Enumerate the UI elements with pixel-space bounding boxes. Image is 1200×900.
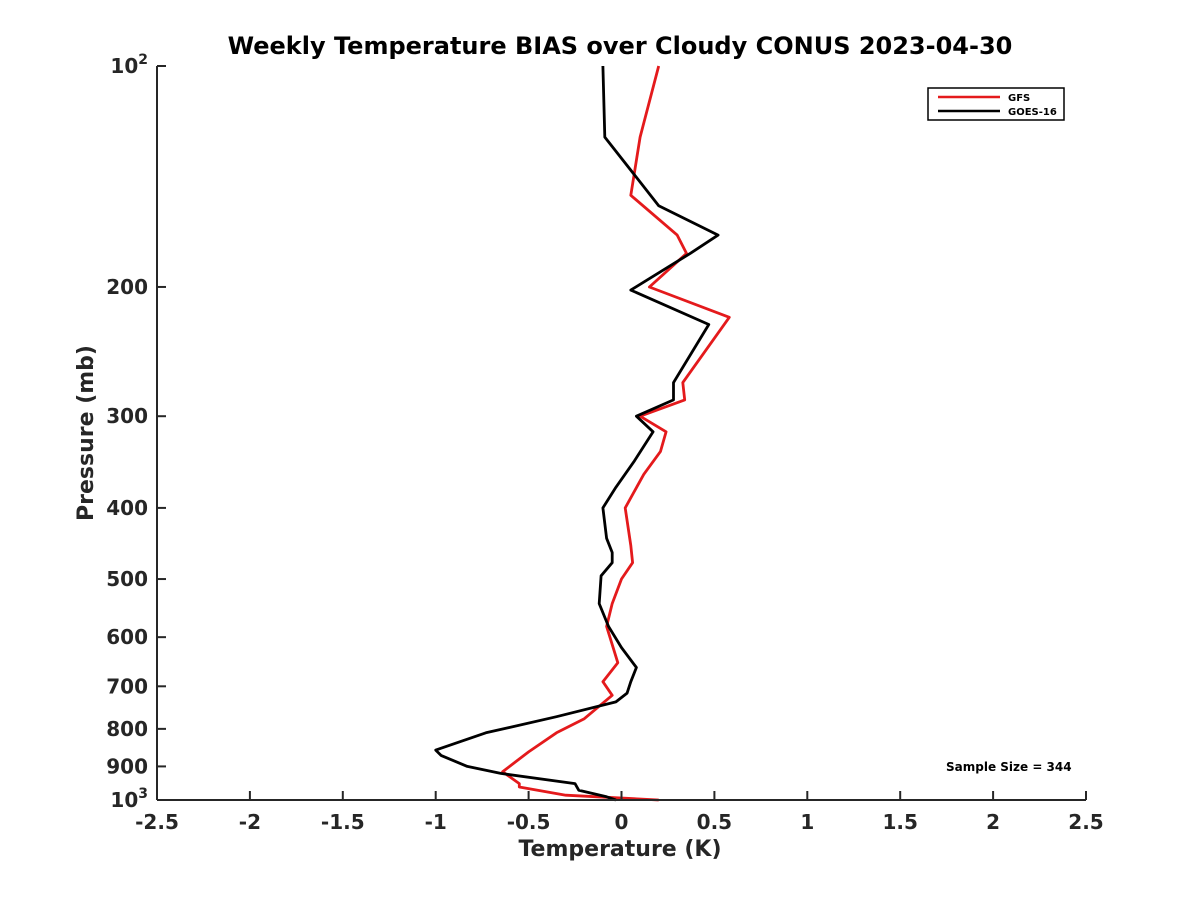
y-tick-label: 400: [106, 496, 148, 520]
x-tick-label: 1: [800, 810, 814, 834]
chart-title: Weekly Temperature BIAS over Cloudy CONU…: [228, 32, 1013, 60]
legend-box: [927, 87, 1065, 121]
y-axis-label: Pressure (mb): [74, 345, 99, 521]
y-tick-label: 700: [106, 674, 148, 698]
x-tick-label: 0.5: [697, 810, 732, 834]
x-tick-label: -2.5: [135, 810, 179, 834]
y-tick-label: 900: [106, 754, 148, 778]
sample-size-annotation: Sample Size = 344: [946, 760, 1072, 774]
y-tick-label: 102: [110, 52, 148, 78]
y-tick-label: 500: [106, 567, 148, 591]
series-line-goes-16: [434, 65, 720, 802]
series-layer: [434, 65, 731, 802]
y-tick-label: 300: [106, 404, 148, 428]
y-tick-label: 800: [106, 717, 148, 741]
legend-label-gfs: GFS: [1008, 93, 1030, 104]
x-tick-label: 0: [615, 810, 629, 834]
axes: [156, 66, 1086, 801]
ticks: -2.5 -2 -1.5 -1 -0.5 0 0.5 1 1.5 2 2.5 102 200 300 400…: [106, 52, 1103, 834]
x-tick-label: -1: [425, 810, 447, 834]
series-line-gfs: [501, 65, 731, 802]
x-tick-label: 1.5: [882, 810, 917, 834]
x-tick-label: -1.5: [321, 810, 365, 834]
y-tick-label: 200: [106, 275, 148, 299]
x-tick-label: 2: [986, 810, 1000, 834]
x-tick-label: -2: [239, 810, 261, 834]
legend-label-goes16: GOES-16: [1008, 107, 1057, 118]
x-tick-label: 2.5: [1068, 810, 1103, 834]
x-tick-label: -0.5: [507, 810, 551, 834]
y-tick-label: 600: [106, 625, 148, 649]
x-axis-label: Temperature (K): [518, 837, 721, 862]
y-tick-label: 103: [110, 786, 148, 812]
legend: GFS GOES-16: [927, 87, 1065, 121]
